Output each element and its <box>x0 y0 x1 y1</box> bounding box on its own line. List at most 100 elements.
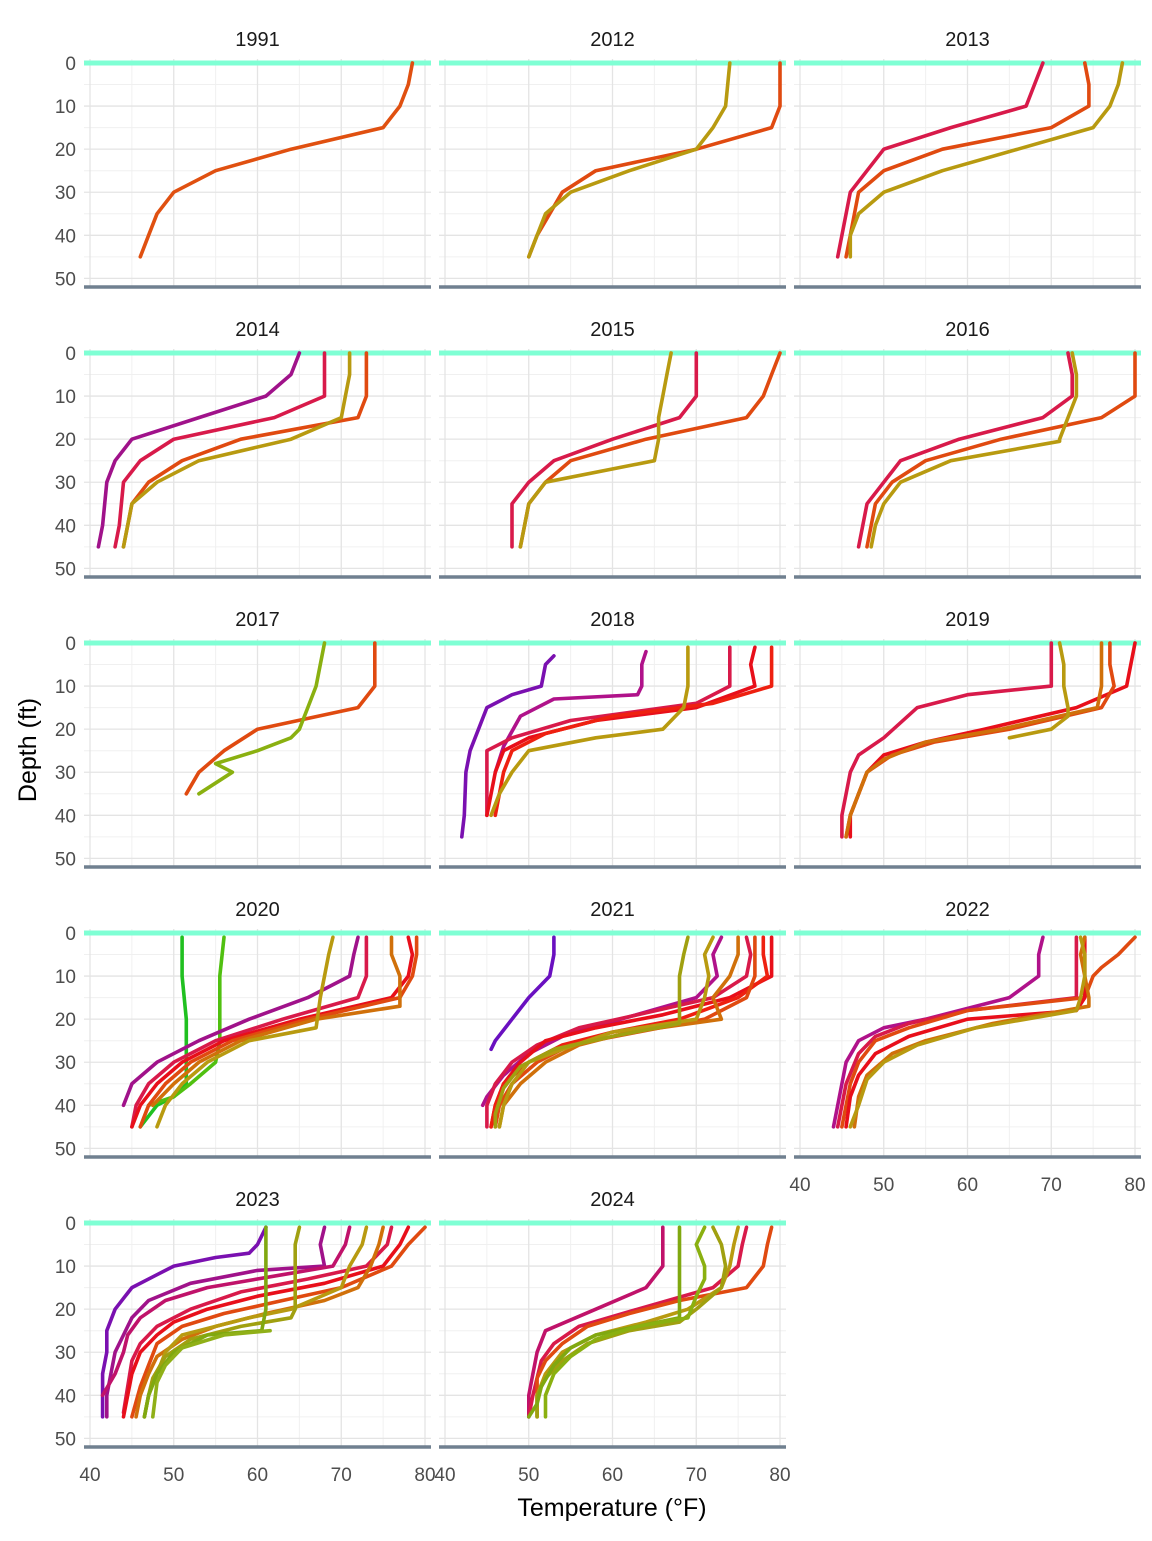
y-tick-label: 10 <box>55 387 76 408</box>
y-tick-label: 30 <box>55 183 76 204</box>
y-tick-label: 40 <box>55 1096 76 1117</box>
x-axis-title: Temperature (°F) <box>517 1494 706 1522</box>
profile-line-3 <box>121 935 360 1108</box>
x-tick-label: 50 <box>163 1465 184 1486</box>
y-tick-label: 20 <box>55 430 76 451</box>
panel-2018: 2018 <box>439 609 786 869</box>
profile-line-1 <box>96 351 302 549</box>
profile-line-2 <box>197 641 327 796</box>
profile-line-2 <box>518 351 782 549</box>
y-tick-label: 30 <box>55 1053 76 1074</box>
profile-line-3 <box>848 61 1125 259</box>
panel-2021: 2021 <box>439 899 786 1159</box>
profile-line-1 <box>840 641 1054 839</box>
panel-2024: 2024 40 50 60 70 80 <box>434 1189 790 1486</box>
panel-title: 2013 <box>945 29 990 51</box>
profile-line-1 <box>526 1225 665 1419</box>
panel-title: 2017 <box>235 609 280 631</box>
profile-line-9 <box>493 935 690 1129</box>
profile-line-2 <box>865 351 1137 549</box>
panel-title: 2024 <box>590 1189 635 1211</box>
profile-line-7 <box>543 1225 707 1419</box>
profile-line-2 <box>105 1225 327 1419</box>
x-tick-label: 80 <box>414 1465 435 1486</box>
profile-line-1 <box>510 351 699 549</box>
profile-line-3 <box>869 351 1079 549</box>
panel-title: 2016 <box>945 319 990 341</box>
panel-2013: 2013 <box>794 29 1141 289</box>
y-tick-label: 10 <box>55 967 76 988</box>
y-tick-label: 30 <box>55 1343 76 1364</box>
profile-line-1 <box>459 654 556 839</box>
x-tick-label: 40 <box>789 1175 810 1196</box>
panel-title: 2012 <box>590 29 635 51</box>
y-tick-label: 10 <box>55 677 76 698</box>
x-tick-label: 60 <box>957 1175 978 1196</box>
profile-line-4 <box>485 645 757 818</box>
profile-line-1 <box>184 641 377 796</box>
panel-title: 2020 <box>235 899 280 921</box>
y-tick-label: 0 <box>65 1214 76 1235</box>
profile-line-1 <box>100 1225 268 1419</box>
y-tick-label: 20 <box>55 720 76 741</box>
x-tick-label: 50 <box>873 1175 894 1196</box>
profile-line-2 <box>835 935 1079 1129</box>
y-tick-label: 30 <box>55 473 76 494</box>
profile-line-5 <box>130 935 415 1129</box>
profile-line-2 <box>526 61 732 259</box>
y-tick-label: 50 <box>55 559 76 580</box>
profile-line-8 <box>497 935 715 1129</box>
profile-line-5 <box>1007 641 1070 740</box>
profile-line-1 <box>138 61 415 259</box>
profile-line-6 <box>848 935 1087 1129</box>
panel-title: 2022 <box>945 899 990 921</box>
x-tick-label: 40 <box>79 1465 100 1486</box>
x-tick-label: 80 <box>1124 1175 1145 1196</box>
y-tick-label: 10 <box>55 1257 76 1278</box>
panel-title: 2018 <box>590 609 635 631</box>
x-tick-label: 60 <box>602 1465 623 1486</box>
panel-title: 2015 <box>590 319 635 341</box>
x-tick-label: 60 <box>247 1465 268 1486</box>
y-tick-label: 50 <box>55 849 76 870</box>
panel-2019: 2019 <box>794 609 1141 869</box>
profile-line-3 <box>844 641 1116 839</box>
panel-title: 1991 <box>235 29 280 51</box>
y-tick-label: 40 <box>55 516 76 537</box>
y-tick-label: 40 <box>55 1386 76 1407</box>
panel-title: 2023 <box>235 1189 280 1211</box>
profile-line-3 <box>518 351 673 549</box>
y-tick-label: 50 <box>55 1139 76 1160</box>
profile-line-3 <box>840 935 1137 1129</box>
panel-2016: 2016 <box>794 319 1141 579</box>
y-tick-label: 20 <box>55 1010 76 1031</box>
profile-line-1 <box>856 351 1074 549</box>
profile-line-1 <box>831 935 1045 1129</box>
profile-line-6 <box>489 645 690 818</box>
profile-line-2 <box>113 351 327 549</box>
profile-line-5 <box>121 1225 411 1419</box>
profile-line-8 <box>155 935 335 1129</box>
profile-line-2 <box>844 61 1091 259</box>
y-axis-title: Depth (ft) <box>14 698 42 802</box>
profile-line-4 <box>121 351 352 549</box>
x-tick-label: 80 <box>769 1465 790 1486</box>
panel-2014: 2014 0 10 20 30 40 50 <box>55 319 431 580</box>
y-tick-label: 20 <box>55 140 76 161</box>
x-tick-label: 50 <box>518 1465 539 1486</box>
y-tick-label: 0 <box>65 54 76 75</box>
profile-line-6 <box>138 935 419 1129</box>
profile-line-11 <box>151 1328 272 1419</box>
panel-2022: 2022 40 50 60 70 80 <box>789 899 1145 1196</box>
profile-line-1 <box>835 61 1045 259</box>
y-tick-label: 50 <box>55 1429 76 1450</box>
panel-title: 2019 <box>945 609 990 631</box>
profile-line-3 <box>535 1225 774 1419</box>
profile-line-4 <box>844 641 1104 839</box>
profile-line-3 <box>100 1225 352 1398</box>
y-tick-label: 50 <box>55 269 76 290</box>
x-tick-label: 40 <box>434 1465 455 1486</box>
panel-2015: 2015 <box>439 319 786 579</box>
